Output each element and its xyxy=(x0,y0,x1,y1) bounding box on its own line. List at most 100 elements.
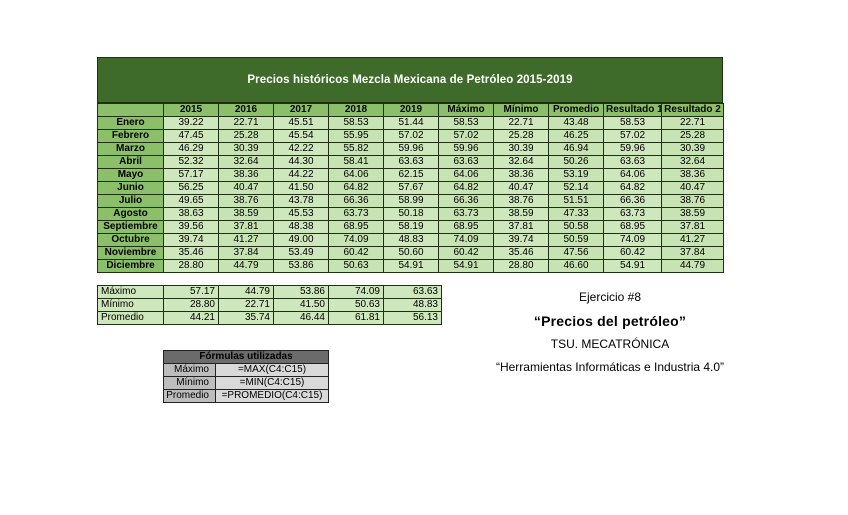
price-cell[interactable]: 28.80 xyxy=(163,259,219,273)
price-cell[interactable]: 60.42 xyxy=(328,246,384,260)
price-cell[interactable]: 52.14 xyxy=(548,181,604,195)
price-cell[interactable]: 32.64 xyxy=(661,155,724,169)
price-cell[interactable]: 55.82 xyxy=(328,142,384,156)
stats-value[interactable]: 63.63 xyxy=(383,285,442,299)
price-cell[interactable]: 58.53 xyxy=(438,116,494,130)
price-cell[interactable]: 30.39 xyxy=(218,142,274,156)
price-cell[interactable]: 57.17 xyxy=(163,168,219,182)
price-cell[interactable]: 68.95 xyxy=(603,220,662,234)
price-cell[interactable]: 46.25 xyxy=(548,129,604,143)
price-cell[interactable]: 28.80 xyxy=(493,259,549,273)
price-cell[interactable]: 64.06 xyxy=(603,168,662,182)
price-cell[interactable]: 57.02 xyxy=(603,129,662,143)
stats-value[interactable]: 28.80 xyxy=(163,298,219,312)
price-cell[interactable]: 56.25 xyxy=(163,181,219,195)
price-cell[interactable]: 39.22 xyxy=(163,116,219,130)
price-cell[interactable]: 54.91 xyxy=(383,259,439,273)
price-cell[interactable]: 40.47 xyxy=(493,181,549,195)
price-cell[interactable]: 38.76 xyxy=(661,194,724,208)
price-cell[interactable]: 22.71 xyxy=(218,116,274,130)
price-cell[interactable]: 38.76 xyxy=(218,194,274,208)
price-cell[interactable]: 38.36 xyxy=(661,168,724,182)
price-cell[interactable]: 32.64 xyxy=(218,155,274,169)
price-cell[interactable]: 25.28 xyxy=(661,129,724,143)
price-cell[interactable]: 45.53 xyxy=(273,207,329,221)
price-cell[interactable]: 44.30 xyxy=(273,155,329,169)
price-cell[interactable]: 32.64 xyxy=(493,155,549,169)
price-cell[interactable]: 52.32 xyxy=(163,155,219,169)
price-cell[interactable]: 45.54 xyxy=(273,129,329,143)
price-cell[interactable]: 41.27 xyxy=(661,233,724,247)
price-cell[interactable]: 50.60 xyxy=(383,246,439,260)
price-cell[interactable]: 46.94 xyxy=(548,142,604,156)
price-cell[interactable]: 43.78 xyxy=(273,194,329,208)
stats-value[interactable]: 44.79 xyxy=(218,285,274,299)
price-cell[interactable]: 57.02 xyxy=(438,129,494,143)
price-cell[interactable]: 59.96 xyxy=(383,142,439,156)
price-cell[interactable]: 51.51 xyxy=(548,194,604,208)
price-cell[interactable]: 46.60 xyxy=(548,259,604,273)
price-cell[interactable]: 64.82 xyxy=(328,181,384,195)
formula-expression[interactable]: =MAX(C4:C15) xyxy=(214,363,330,377)
price-cell[interactable]: 42.22 xyxy=(273,142,329,156)
price-cell[interactable]: 54.91 xyxy=(603,259,662,273)
price-cell[interactable]: 63.63 xyxy=(438,155,494,169)
price-cell[interactable]: 30.39 xyxy=(661,142,724,156)
price-cell[interactable]: 50.63 xyxy=(328,259,384,273)
price-cell[interactable]: 35.46 xyxy=(493,246,549,260)
price-cell[interactable]: 50.18 xyxy=(383,207,439,221)
price-cell[interactable]: 38.63 xyxy=(163,207,219,221)
price-cell[interactable]: 22.71 xyxy=(661,116,724,130)
stats-value[interactable]: 50.63 xyxy=(328,298,384,312)
price-cell[interactable]: 37.81 xyxy=(493,220,549,234)
price-cell[interactable]: 60.42 xyxy=(603,246,662,260)
price-cell[interactable]: 25.28 xyxy=(218,129,274,143)
stats-value[interactable]: 44.21 xyxy=(163,311,219,325)
stats-value[interactable]: 46.44 xyxy=(273,311,329,325)
stats-value[interactable]: 53.86 xyxy=(273,285,329,299)
price-cell[interactable]: 58.41 xyxy=(328,155,384,169)
price-cell[interactable]: 47.33 xyxy=(548,207,604,221)
stats-value[interactable]: 22.71 xyxy=(218,298,274,312)
price-cell[interactable]: 68.95 xyxy=(328,220,384,234)
stats-value[interactable]: 56.13 xyxy=(383,311,442,325)
price-cell[interactable]: 58.53 xyxy=(328,116,384,130)
price-cell[interactable]: 55.95 xyxy=(328,129,384,143)
price-cell[interactable]: 38.36 xyxy=(218,168,274,182)
price-cell[interactable]: 38.59 xyxy=(661,207,724,221)
price-cell[interactable]: 44.22 xyxy=(273,168,329,182)
price-cell[interactable]: 41.27 xyxy=(218,233,274,247)
price-cell[interactable]: 51.44 xyxy=(383,116,439,130)
stats-value[interactable]: 35.74 xyxy=(218,311,274,325)
price-cell[interactable]: 66.36 xyxy=(438,194,494,208)
price-cell[interactable]: 48.38 xyxy=(273,220,329,234)
price-cell[interactable]: 64.82 xyxy=(603,181,662,195)
price-cell[interactable]: 50.58 xyxy=(548,220,604,234)
price-cell[interactable]: 74.09 xyxy=(328,233,384,247)
price-cell[interactable]: 63.73 xyxy=(328,207,384,221)
price-cell[interactable]: 50.59 xyxy=(548,233,604,247)
stats-value[interactable]: 74.09 xyxy=(328,285,384,299)
price-cell[interactable]: 60.42 xyxy=(438,246,494,260)
price-cell[interactable]: 58.99 xyxy=(383,194,439,208)
price-cell[interactable]: 53.19 xyxy=(548,168,604,182)
price-cell[interactable]: 39.74 xyxy=(163,233,219,247)
price-cell[interactable]: 53.86 xyxy=(273,259,329,273)
price-cell[interactable]: 63.63 xyxy=(603,155,662,169)
price-cell[interactable]: 58.19 xyxy=(383,220,439,234)
price-cell[interactable]: 74.09 xyxy=(438,233,494,247)
price-cell[interactable]: 41.50 xyxy=(273,181,329,195)
stats-value[interactable]: 41.50 xyxy=(273,298,329,312)
price-cell[interactable]: 44.79 xyxy=(218,259,274,273)
price-cell[interactable]: 40.47 xyxy=(661,181,724,195)
price-cell[interactable]: 47.56 xyxy=(548,246,604,260)
price-cell[interactable]: 53.49 xyxy=(273,246,329,260)
price-cell[interactable]: 54.91 xyxy=(438,259,494,273)
price-cell[interactable]: 57.67 xyxy=(383,181,439,195)
price-cell[interactable]: 37.84 xyxy=(661,246,724,260)
price-cell[interactable]: 63.73 xyxy=(603,207,662,221)
price-cell[interactable]: 37.84 xyxy=(218,246,274,260)
price-cell[interactable]: 37.81 xyxy=(218,220,274,234)
price-cell[interactable]: 38.59 xyxy=(493,207,549,221)
price-cell[interactable]: 66.36 xyxy=(603,194,662,208)
